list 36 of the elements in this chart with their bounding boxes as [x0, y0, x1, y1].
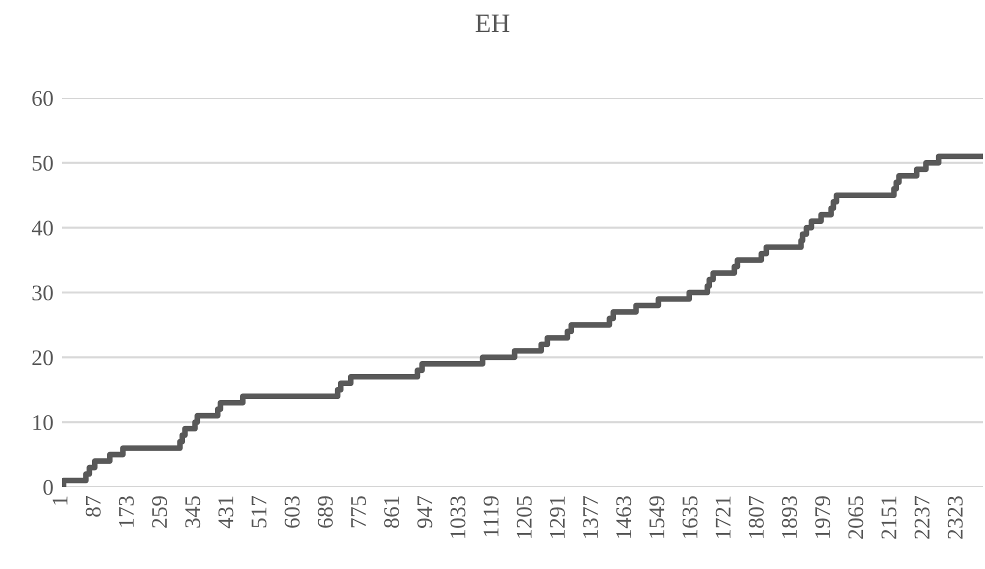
x-tick-label: 1549: [649, 496, 664, 538]
x-tick-label: 87: [86, 496, 101, 517]
x-tick-label: 1463: [616, 496, 632, 538]
chart-title: EH: [476, 14, 510, 32]
x-tick-label: 1: [52, 496, 68, 504]
x-tick-label: 2151: [881, 496, 896, 539]
x-tick-label: 1635: [682, 496, 698, 538]
y-tick-label: 30: [32, 285, 53, 300]
x-tick-label: 345: [185, 496, 200, 528]
x-tick-label: 1721: [716, 496, 730, 538]
x-tick-label: 1033: [450, 496, 466, 538]
y-tick-label: 10: [33, 415, 53, 430]
y-tick-label: 50: [32, 156, 53, 171]
x-tick-label: 2323: [948, 496, 963, 539]
x-tick-label: 173: [118, 496, 134, 527]
x-tick-label: 861: [384, 496, 400, 528]
x-tick-label: 775: [351, 496, 366, 528]
x-tick-label: 1291: [550, 496, 565, 538]
x-tick-label: 1893: [782, 496, 797, 538]
y-tick-label: 40: [32, 220, 53, 236]
y-tick-label: 60: [32, 90, 53, 106]
x-tick-label: 2237: [914, 496, 930, 539]
y-tick-label: 0: [43, 480, 53, 495]
x-tick-label: 689: [318, 496, 333, 528]
x-tick-label: 1807: [748, 496, 764, 538]
x-tick-label: 947: [417, 496, 432, 528]
x-tick-label: 1119: [484, 496, 499, 536]
x-tick-label: 1205: [516, 496, 532, 538]
x-tick-label: 603: [284, 496, 300, 528]
x-tick-label: 2065: [848, 496, 864, 539]
x-tick-label: 1979: [815, 496, 830, 538]
x-tick-label: 517: [252, 496, 266, 528]
x-tick-label: 259: [152, 496, 168, 528]
y-tick-label: 20: [32, 350, 53, 366]
x-tick-label: 1377: [583, 496, 598, 538]
x-tick-label: 431: [218, 496, 234, 528]
